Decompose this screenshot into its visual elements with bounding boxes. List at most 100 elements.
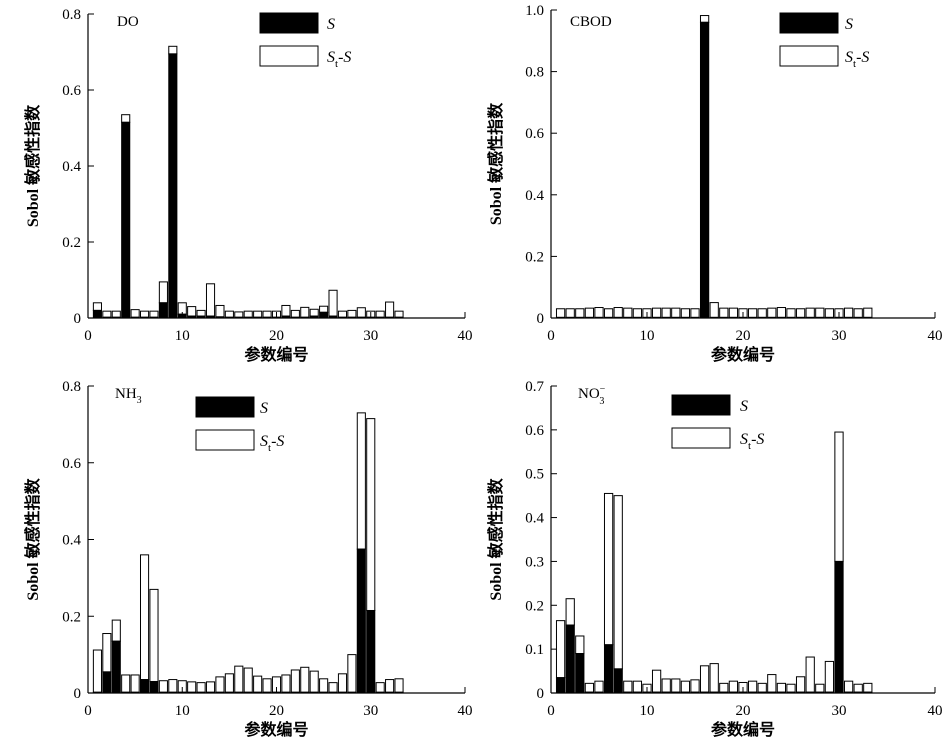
bar-st-minus-s [224,673,234,693]
bar-st-minus-s [786,683,796,693]
bar-st-minus-s [767,674,777,693]
bar-st-minus-s [234,665,244,693]
x-tick-label: 20 [736,703,751,719]
y-tick-label: 0.4 [525,188,544,204]
y-axis-title: Sobol 敏感性指数 [486,477,505,600]
bar-st-minus-s [834,431,844,562]
bar-st-minus-s [281,674,291,693]
panel-label: NH3 [115,386,142,406]
bar-st-minus-s [149,588,159,682]
y-tick-label: 0.4 [62,533,81,549]
y-tick-label: 1.0 [525,3,544,19]
bar-st-minus-s [776,307,787,318]
y-tick-label: 0.6 [525,423,544,439]
bar-st-minus-s [747,680,758,693]
bar-st-minus-s [196,682,206,693]
x-tick-label: 20 [269,328,284,344]
bar-st-minus-s [661,678,671,693]
y-tick-label: 0.2 [525,249,544,265]
bar-st-minus-s [262,678,272,693]
bar-st-minus-s [300,666,310,693]
y-tick-label: 0.7 [525,379,544,395]
bar-st-minus-s [757,682,767,693]
y-tick-label: 0.6 [62,83,81,99]
bar-st-minus-s [121,114,131,123]
bar-st-minus-s [719,307,729,318]
bar-st-minus-s [102,633,112,673]
bar-st-minus-s [584,307,595,318]
x-tick-label: 40 [928,703,943,719]
bar-st-minus-s [121,674,131,693]
bar-st-minus-s [843,680,854,693]
chart-panel-1: 0 10 20 30 40 0 0.2 0.4 0.6 0.8 参数编号 Sobol 敏感性指数 DO S… [23,7,473,364]
bar-st-minus-s [347,654,357,693]
bar-st-minus-s [632,680,643,693]
x-axis-title: 参数编号 [244,720,308,739]
bar-st-minus-s [699,665,710,693]
bar-st-minus-s [158,281,168,304]
bar-st-minus-s [824,660,835,693]
bar-st-minus-s [805,656,815,693]
y-tick-label: 0.6 [62,456,81,472]
bar-s [603,644,614,694]
bar-st-minus-s [863,307,873,318]
chart-panel-2: 0 10 20 30 40 0 0.2 0.4 0.6 0.8 1.0 参数编号 Sobol 敏感性指数… [486,3,943,364]
legend-swatch-s [779,12,839,34]
bar-s [158,302,168,319]
legend-swatch-s [195,396,255,418]
bar-st-minus-s [290,669,300,693]
panel-label: CBOD [570,14,612,30]
y-tick-label: 0.2 [62,609,81,625]
x-tick-label: 0 [84,703,92,719]
bar-st-minus-s [347,309,357,318]
legend-label-st-minus-s: St-S [845,49,869,70]
x-tick-label: 30 [832,703,847,719]
bar-st-minus-s [661,307,671,318]
bar-st-minus-s [319,305,329,313]
legend-swatch-st-minus-s [671,427,731,449]
bar-st-minus-s [623,307,633,318]
legend-swatch-st-minus-s [779,45,839,67]
y-tick-label: 0 [74,686,82,702]
chart-panel-3: 0 10 20 30 40 0 0.2 0.4 0.6 0.8 参数编号 Sobol 敏感性指数 NH3… [23,379,473,739]
bar-st-minus-s [815,307,825,318]
y-tick-label: 0.6 [525,126,544,142]
bar-st-minus-s [92,649,102,693]
bar-st-minus-s [824,308,835,318]
bar-st-minus-s [187,306,197,317]
bar-st-minus-s [139,310,150,318]
bar-s [575,653,585,694]
bar-st-minus-s [728,680,739,693]
bar-st-minus-s [594,307,604,318]
x-axis-title: 参数编号 [244,345,308,364]
y-tick-label: 0.2 [62,235,81,251]
bar-st-minus-s [234,311,244,318]
y-tick-label: 0.1 [525,642,544,658]
bar-st-minus-s [575,635,585,655]
bar-st-minus-s [805,307,815,318]
bar-st-minus-s [632,308,643,318]
bar-st-minus-s [709,663,719,693]
y-tick-label: 0.4 [525,511,544,527]
bar-st-minus-s [690,308,700,318]
y-tick-label: 0.5 [525,467,544,483]
bar-st-minus-s [594,680,604,693]
bar-st-minus-s [205,681,216,693]
legend-label-st-minus-s: St-S [740,431,764,452]
y-axis-title: Sobol 敏感性指数 [23,477,42,600]
x-tick-label: 0 [547,703,555,719]
bar-st-minus-s [690,679,700,693]
bar-st-minus-s [385,301,395,318]
x-tick-label: 10 [175,703,190,719]
x-tick-label: 10 [175,328,190,344]
y-tick-label: 0.2 [525,598,544,614]
bar-st-minus-s [613,495,623,670]
bar-st-minus-s [555,308,566,318]
x-axis-title: 参数编号 [711,720,775,739]
bar-st-minus-s [584,682,595,693]
bar-st-minus-s [168,45,178,55]
bar-st-minus-s [613,307,623,318]
y-tick-label: 0 [537,686,545,702]
bar-st-minus-s [149,310,159,318]
bar-st-minus-s [671,678,681,693]
